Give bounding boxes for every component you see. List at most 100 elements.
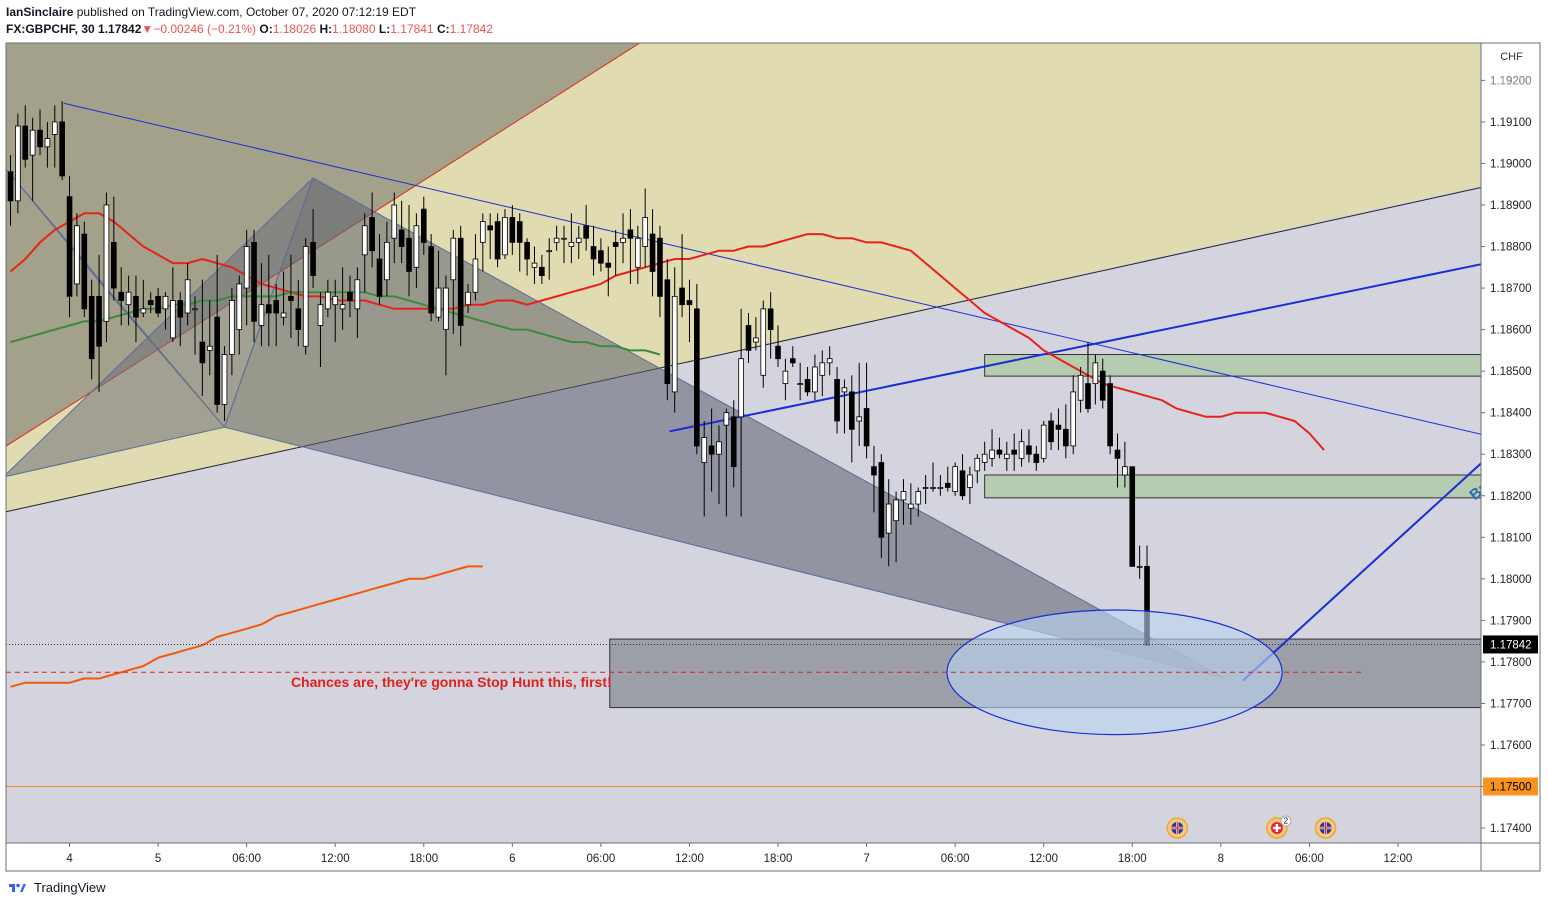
candle-body-bear [1011, 449, 1017, 455]
tradingview-logo-icon[interactable] [6, 881, 28, 895]
candle [325, 279, 331, 318]
candle-body-bear [1099, 370, 1106, 401]
descending-trendline[interactable] [63, 102, 1487, 435]
candle-body-bull [480, 221, 486, 243]
open-value: 1.18026 [272, 22, 317, 36]
candle [885, 479, 892, 567]
candle-body-bull [826, 358, 833, 364]
event-count: 2 [1284, 817, 1289, 826]
y-tick-label: 1.18100 [1490, 532, 1532, 544]
y-tick-label: 1.17800 [1490, 657, 1532, 669]
x-tick-label: 18:00 [764, 853, 793, 865]
candle-body-bull [465, 291, 471, 306]
candle-body-bull [967, 474, 973, 488]
candle-body-bear [686, 300, 693, 306]
candle [826, 346, 833, 376]
candle [1129, 466, 1136, 567]
candle [1018, 429, 1025, 467]
candle [265, 254, 272, 347]
candle [686, 279, 693, 343]
candle [1085, 342, 1091, 413]
candle-body-bull [29, 129, 36, 156]
candle [1004, 441, 1010, 471]
candle [192, 296, 198, 355]
candle [88, 279, 95, 380]
candle-body-bull [575, 237, 582, 243]
candle [694, 283, 700, 455]
candle-body-bull [236, 283, 243, 331]
candle [612, 229, 619, 276]
candle-body-bear [37, 129, 43, 148]
overlay-layer: Chances are, they're gonna Stop Hunt thi… [6, 478, 1481, 839]
author-name[interactable]: IanSinclaire [6, 5, 74, 19]
candle-body-bear [111, 241, 117, 289]
candle-body-bull [952, 466, 958, 492]
candle [221, 346, 228, 421]
candle-body-bear [959, 470, 966, 497]
candle-body-bull [760, 308, 767, 376]
drawings-layer[interactable] [3, 0, 1487, 709]
x-tick-label: 12:00 [675, 853, 704, 865]
candle-body-bear [1055, 424, 1062, 430]
channel-black-line[interactable] [3, 186, 1486, 513]
time-axis-bg[interactable] [6, 843, 1540, 871]
ch-flag-icon[interactable]: 2 [1266, 815, 1292, 839]
candle [1048, 412, 1054, 451]
candle-body-bear [22, 125, 29, 160]
candle [1114, 433, 1121, 488]
candle-body-bear [627, 229, 634, 239]
candle-body-bear [789, 358, 796, 364]
candle-body-bear [265, 304, 272, 314]
candle [384, 221, 390, 297]
projection-line[interactable] [1242, 458, 1487, 682]
supply-zone-upper[interactable] [984, 354, 1481, 377]
uk-flag-icon[interactable] [1314, 817, 1337, 839]
x-tick-label: 4 [66, 853, 73, 865]
candle [679, 234, 685, 318]
candle-body-bull [472, 258, 479, 293]
candle-body-bull [1018, 441, 1025, 459]
candle-body-bear [406, 237, 412, 272]
candle-body-bull [937, 487, 944, 489]
candle-body-bear [457, 237, 464, 326]
candle [642, 188, 648, 268]
tradingview-brand[interactable]: TradingView [34, 880, 106, 895]
y-tick-label: 1.19100 [1490, 117, 1532, 129]
candle [96, 254, 102, 392]
candle-body-bull [738, 358, 744, 418]
ascending-trendline[interactable] [669, 263, 1487, 433]
candle-body-bear [288, 295, 294, 301]
candle-body-bull [206, 345, 213, 351]
candle [317, 292, 324, 367]
candle [856, 362, 862, 446]
candle [111, 196, 117, 301]
candle-body-bull [981, 453, 988, 463]
candle [952, 462, 958, 496]
candle [339, 267, 346, 330]
candle [51, 105, 58, 168]
candle-body-bear [657, 237, 663, 297]
uk-flag-icon[interactable] [1166, 817, 1189, 839]
candle-body-bull [568, 241, 575, 247]
candle [738, 308, 744, 517]
low-value: 1.17841 [390, 22, 434, 36]
candle [723, 408, 730, 517]
candle-body-bear [871, 466, 877, 476]
candle-body-bull [900, 491, 907, 501]
candle [494, 213, 501, 268]
candle [162, 292, 169, 330]
supply-zone-lower[interactable] [984, 474, 1481, 499]
candle-body-bear [7, 171, 14, 202]
chart-border [5, 42, 1541, 872]
y-tick-label: 1.18200 [1490, 491, 1532, 503]
candle-body-bear [590, 246, 597, 260]
candle [103, 192, 110, 343]
candle [133, 275, 139, 343]
candle [568, 213, 575, 264]
candle-body-bull [635, 237, 641, 268]
candle [509, 204, 516, 255]
candle-body-bear [516, 221, 523, 243]
y-tick-label: 1.18400 [1490, 408, 1532, 420]
price-axis-bg[interactable] [1481, 43, 1540, 843]
